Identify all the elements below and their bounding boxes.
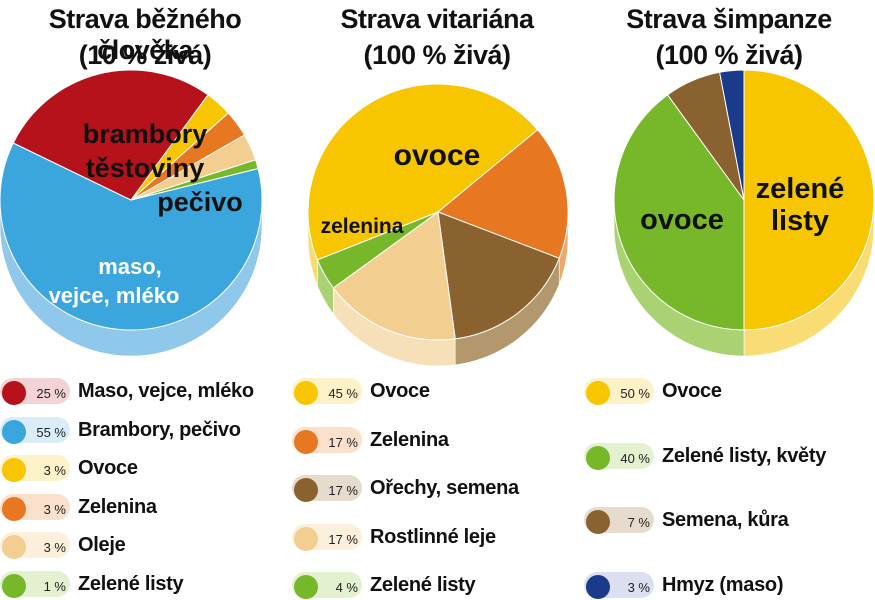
legend-label: Brambory, pečivo	[78, 418, 241, 441]
slice-text: maso,	[98, 254, 162, 279]
slice-text: těstoviny	[86, 153, 205, 183]
slice-ovoce	[307, 83, 539, 261]
slice-text: zelené	[756, 173, 845, 205]
chart-subtitle: (100 % živá)	[363, 40, 511, 70]
legend-pill: 25 %	[0, 378, 70, 405]
slice-zelene-listy	[130, 159, 259, 201]
slice-text: pečivo	[157, 187, 243, 217]
legend-swatch	[586, 445, 610, 470]
legend-percent: 17 %	[328, 483, 358, 499]
legend-swatch	[2, 381, 26, 405]
legend-percent: 55 %	[36, 424, 66, 440]
legend-pill: 3 %	[0, 493, 70, 521]
legend-label: Rostlinné leje	[370, 525, 496, 548]
legend-swatch	[294, 575, 318, 600]
slice-rostlinne-leje	[332, 211, 456, 341]
legend-swatch	[2, 496, 26, 521]
legend-swatch	[294, 526, 318, 551]
legend-label: Zelenina	[78, 495, 157, 518]
slice-text: ovoce	[640, 204, 724, 236]
legend-label: Zelené listy	[370, 574, 476, 597]
legend-percent: 45 %	[328, 386, 358, 401]
slice-ovoce	[743, 69, 875, 331]
legend-label: Maso, vejce, mléko	[78, 380, 254, 402]
legend-label: Semena, kůra	[662, 509, 789, 531]
pie-chart-human: brambory těstoviny pečivo maso, vejce, mléko	[0, 69, 263, 357]
slice-hmyz-maso	[719, 69, 745, 201]
legend-swatch	[2, 419, 26, 444]
legend-label: Ovoce	[78, 457, 138, 480]
legend-pill: 45 %	[292, 378, 362, 405]
legend-pill: 50 %	[584, 378, 654, 405]
legend-label: Zelenina	[370, 428, 449, 451]
legend-swatch	[586, 574, 610, 599]
legend-pill: 55 %	[0, 416, 70, 444]
slice-text: zelenina	[321, 215, 404, 238]
legend-percent: 1 %	[43, 579, 66, 594]
slice-orechy-semena	[437, 211, 560, 340]
legend-pill: 3 %	[0, 455, 70, 483]
legend-swatch	[2, 535, 26, 560]
legend-swatch	[2, 458, 26, 483]
legend-percent: 3 %	[43, 501, 66, 517]
pie-chart-vitarian: ovoce zelenina	[307, 83, 569, 367]
legend-pill: 40 %	[584, 442, 654, 470]
chart-panel-vitarian: Strava vitariána (100 % živá) ovoce zelen…	[292, 0, 582, 600]
legend-pill: 3 %	[584, 571, 654, 599]
slice-text: brambory	[83, 119, 208, 149]
legend-pill: 1 %	[0, 571, 70, 598]
legend-swatch	[294, 381, 318, 405]
chart-subtitle: (10 % živá)	[78, 40, 212, 70]
legend-label: Zelené listy, květy	[662, 444, 827, 467]
legend-label: Ořechy, semena	[370, 477, 519, 500]
legend-pill: 17 %	[292, 475, 362, 503]
chart-panel-human: Strava běžného člověka (10 % živá) bramb…	[0, 0, 290, 598]
chart-title: Strava vitariána	[340, 4, 534, 34]
legend-percent: 3 %	[43, 463, 66, 479]
chart-title: Strava běžného člověka	[48, 4, 242, 65]
legend-label: Ovoce	[370, 380, 430, 402]
legend-percent: 3 %	[43, 540, 66, 556]
legend-label: Zelené listy	[78, 573, 184, 595]
slice-text: ovoce	[394, 139, 481, 172]
slice-maso-vejce-mleko	[12, 69, 209, 201]
legend-percent: 40 %	[620, 450, 650, 466]
legend-percent: 4 %	[335, 580, 358, 596]
legend-swatch	[294, 429, 318, 454]
slice-text: listy	[771, 205, 829, 237]
legend-pill: 17 %	[292, 426, 362, 454]
legend-swatch	[586, 510, 610, 534]
legend-pill: 7 %	[584, 507, 654, 534]
chart-subtitle: (100 % živá)	[655, 40, 803, 70]
legend-percent: 3 %	[627, 579, 650, 595]
legend-swatch	[294, 478, 318, 503]
slice-zelene-listy-kvety	[613, 94, 745, 331]
slice-zelenina	[437, 129, 569, 259]
legend-label: Oleje	[78, 534, 126, 557]
slice-text: vejce, mléko	[49, 283, 180, 308]
legend-percent: 50 %	[620, 386, 650, 401]
legend-swatch	[2, 574, 26, 598]
chart-panel-chimpanzee: Strava šimpanze (100 % živá) ovoce zelené…	[584, 0, 875, 599]
legend-pill: 17 %	[292, 523, 362, 551]
legend-percent: 7 %	[627, 515, 650, 530]
legend-label: Hmyz (maso)	[662, 573, 784, 596]
legend-label: Ovoce	[662, 380, 722, 402]
legend-pill: 3 %	[0, 532, 70, 560]
legend-percent: 17 %	[328, 531, 358, 547]
chart-title: Strava šimpanze	[626, 4, 832, 34]
legend-percent: 25 %	[36, 386, 66, 401]
legend-swatch	[586, 381, 610, 405]
legend-pill: 4 %	[292, 572, 362, 600]
legend-percent: 17 %	[328, 434, 358, 450]
slice-brambory-pecivo	[0, 142, 263, 331]
slice-zelene-listy	[316, 211, 439, 289]
